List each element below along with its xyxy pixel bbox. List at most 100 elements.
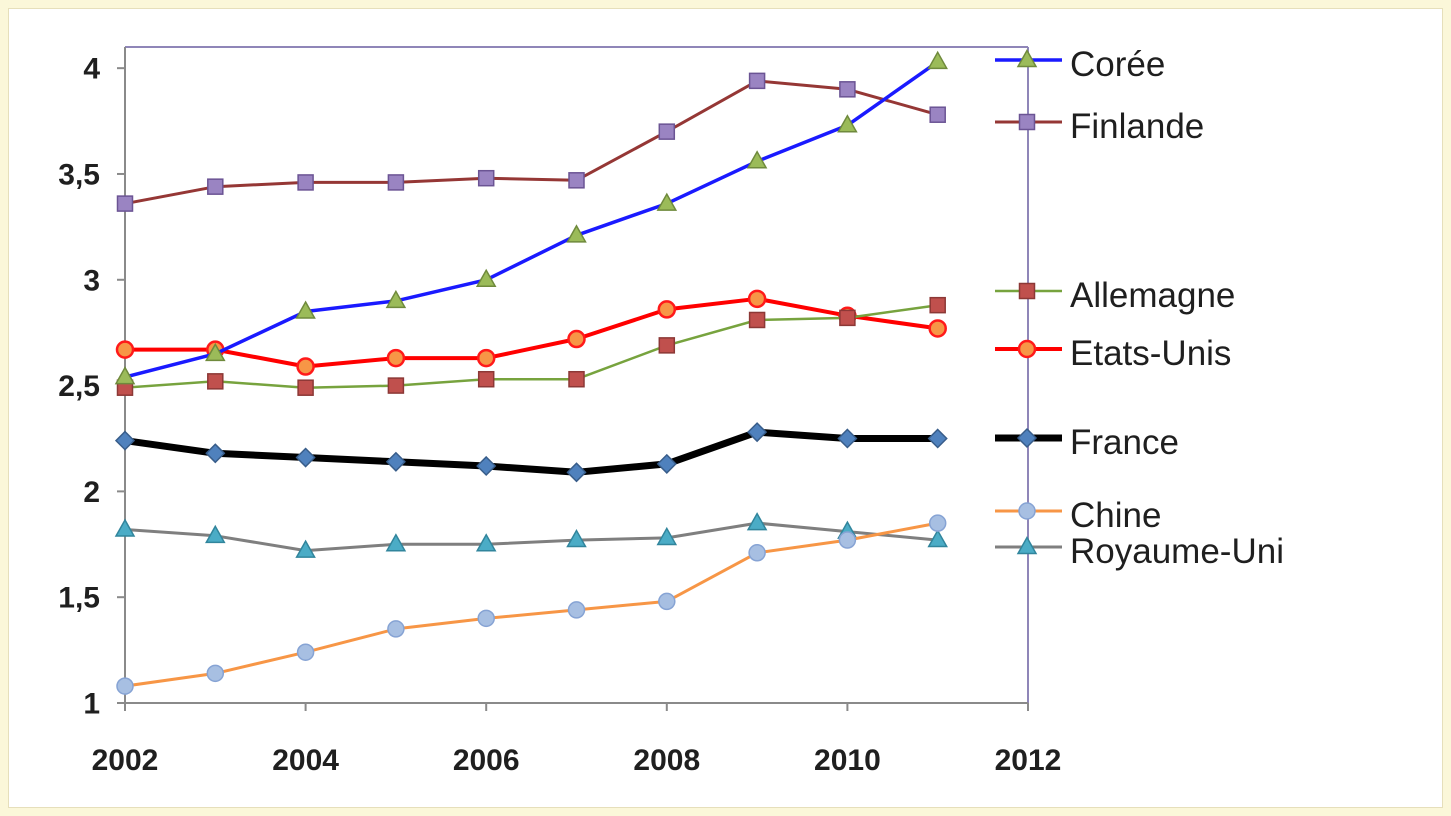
data-point-etats-unis <box>928 319 947 338</box>
data-point-france <box>656 453 677 474</box>
x-tick-label: 2006 <box>453 744 520 777</box>
data-point-royaume-uni <box>295 539 316 558</box>
data-point-allemagne <box>839 309 856 327</box>
series-line-coree <box>123 60 940 379</box>
data-point-france <box>205 443 226 464</box>
data-point-chine <box>296 643 315 661</box>
series-etats-unis <box>115 289 947 376</box>
series-layer <box>114 50 948 695</box>
y-tick-label: 2 <box>83 476 100 509</box>
data-point-france <box>114 430 136 451</box>
series-allemagne <box>116 296 946 396</box>
data-point-chine <box>206 664 225 683</box>
y-tick-label: 1 <box>83 688 100 721</box>
data-point-etats-unis <box>296 357 315 376</box>
data-point-finlande <box>839 81 856 98</box>
legend-marker-finlande <box>1018 113 1036 131</box>
legend-marker-royaume-uni <box>1016 535 1038 555</box>
data-point-chine <box>928 514 947 532</box>
data-point-etats-unis <box>747 289 767 309</box>
data-point-finlande <box>748 72 766 90</box>
legend-item-royaume-uni: Royaume-Uni <box>995 532 1284 571</box>
data-point-finlande <box>568 172 585 189</box>
y-tick-label: 3 <box>83 264 100 297</box>
data-point-royaume-uni <box>114 518 136 537</box>
series-chine <box>116 514 947 695</box>
data-point-finlande <box>116 195 134 212</box>
x-tick-label: 2008 <box>633 744 700 777</box>
series-line-chine <box>123 521 940 688</box>
series-france <box>114 422 948 483</box>
data-point-royaume-uni <box>566 529 587 548</box>
data-point-coree <box>566 224 587 243</box>
legend-item-france: France <box>995 423 1179 462</box>
data-point-allemagne <box>568 370 585 388</box>
legend-label-finlande: Finlande <box>1070 107 1204 146</box>
data-point-chine <box>838 531 857 549</box>
data-point-allemagne <box>658 337 676 354</box>
data-point-coree <box>927 50 948 70</box>
data-point-allemagne <box>748 311 766 329</box>
data-point-allemagne <box>387 377 405 394</box>
legend-marker-france <box>1016 427 1038 449</box>
legend-item-finlande: Finlande <box>995 107 1204 146</box>
data-point-royaume-uni <box>656 526 678 546</box>
data-point-france <box>295 447 316 468</box>
data-point-chine <box>567 601 586 619</box>
legend-item-etats-unis: Etats-Unis <box>995 334 1231 373</box>
legend-label-france: France <box>1070 423 1179 462</box>
data-point-coree <box>295 300 316 319</box>
data-point-etats-unis <box>657 300 677 319</box>
legend-label-chine: Chine <box>1070 496 1161 535</box>
data-point-etats-unis <box>567 329 586 349</box>
data-point-royaume-uni <box>927 529 948 548</box>
data-point-etats-unis <box>476 348 496 368</box>
data-point-royaume-uni <box>205 524 226 544</box>
data-point-finlande <box>658 123 676 140</box>
legend-marker-allemagne <box>1018 282 1036 300</box>
data-point-coree <box>114 366 136 385</box>
legend-marker-etats-unis <box>1017 339 1037 359</box>
legend-item-allemagne: Allemagne <box>995 276 1235 315</box>
data-point-allemagne <box>207 373 224 390</box>
data-point-finlande <box>477 169 495 187</box>
plot-area <box>125 46 1029 703</box>
y-tick-label: 4 <box>83 53 100 86</box>
data-point-france <box>927 428 948 449</box>
data-point-royaume-uni <box>746 512 768 531</box>
x-axis: 2002 2004 2006 2008 2010 2012 <box>92 702 1062 777</box>
data-point-finlande <box>387 174 405 191</box>
series-line-royaume-uni <box>123 521 940 553</box>
legend-item-chine: Chine <box>995 496 1161 535</box>
x-tick-label: 2010 <box>814 744 881 777</box>
legend-marker-coree <box>1016 48 1038 68</box>
data-point-france <box>566 462 587 483</box>
data-point-france <box>385 451 406 472</box>
series-royaume-uni <box>114 512 948 558</box>
data-point-chine <box>116 677 134 695</box>
legend-label-coree: Corée <box>1070 45 1165 84</box>
y-tick-label: 1,5 <box>58 582 100 615</box>
legend-label-allemagne: Allemagne <box>1070 276 1235 315</box>
data-point-france <box>837 428 858 449</box>
data-point-allemagne <box>929 296 946 314</box>
x-tick-label: 2004 <box>272 744 339 777</box>
y-tick-label: 2,5 <box>58 370 100 403</box>
x-tick-label: 2012 <box>995 744 1062 777</box>
data-point-etats-unis <box>386 348 406 368</box>
data-point-chine <box>748 544 766 562</box>
chart-frame <box>8 8 1443 808</box>
data-point-france <box>747 422 768 443</box>
data-point-finlande <box>929 106 946 123</box>
legend-item-coree: Corée <box>995 45 1165 84</box>
legend-marker-chine <box>1018 502 1036 520</box>
data-point-finlande <box>207 178 224 195</box>
data-point-coree <box>656 192 678 211</box>
y-tick-label: 3,5 <box>58 158 100 191</box>
data-point-coree <box>475 268 497 288</box>
series-line-france <box>121 428 942 476</box>
data-point-royaume-uni <box>385 533 407 552</box>
series-line-allemagne <box>123 303 939 389</box>
series-coree <box>114 50 948 385</box>
